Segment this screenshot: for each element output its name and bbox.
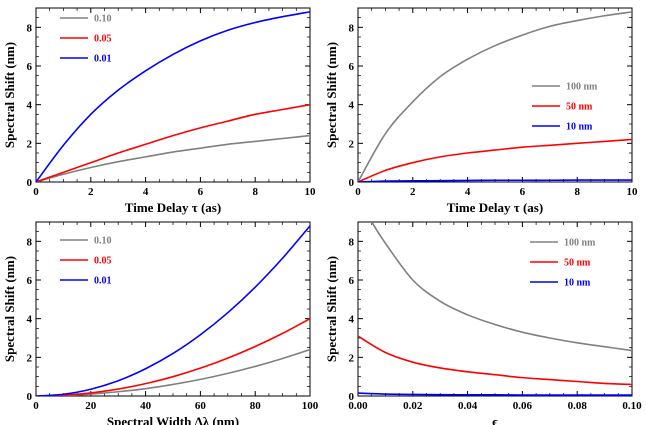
x-tick-label: 4	[465, 186, 471, 198]
legend-label: 0.10	[94, 14, 112, 25]
x-tick-label: 8	[252, 186, 258, 198]
legend-label: 50 nm	[564, 258, 591, 269]
y-tick-label: 6	[349, 275, 355, 287]
series-line	[358, 335, 632, 386]
x-tick-label: 60	[195, 400, 207, 412]
x-tick-label: 0.06	[513, 400, 533, 412]
legend-label: 0.10	[94, 236, 112, 247]
x-axis-label: Time Delay τ (as)	[125, 200, 221, 215]
legend: 100 nm 50 nm 10 nm	[530, 238, 596, 289]
x-tick-label: 20	[85, 400, 97, 412]
y-tick-label: 2	[349, 352, 355, 364]
y-tick-label: 2	[27, 352, 33, 364]
legend-label: 10 nm	[564, 278, 591, 289]
series-line	[358, 11, 632, 182]
legend: 100 nm 50 nm 10 nm	[532, 82, 598, 133]
series-line	[358, 392, 632, 396]
series-line	[36, 103, 310, 182]
y-axis-label: Spectral Shift (nm)	[324, 256, 339, 362]
y-tick-label: 4	[349, 314, 355, 326]
x-tick-label: 0.00	[348, 400, 368, 412]
x-tick-label: 0.04	[458, 400, 478, 412]
series-line	[36, 348, 310, 396]
plot-frame	[35, 7, 311, 183]
y-tick-label: 4	[27, 314, 33, 326]
x-tick-label: 0.02	[403, 400, 423, 412]
x-tick-label: 10	[627, 186, 639, 198]
series-line	[36, 134, 310, 182]
y-tick-label: 8	[27, 236, 33, 248]
x-tick-label: 10	[305, 186, 317, 198]
series-group	[36, 11, 310, 182]
x-tick-label: 8	[574, 186, 580, 198]
y-axis-label: Spectral Shift (nm)	[2, 256, 17, 362]
series-line	[36, 225, 310, 396]
y-tick-label: 6	[27, 275, 33, 287]
series-line	[358, 179, 632, 182]
x-tick-label: 100	[302, 400, 319, 412]
chart-panel-2: 0 2 4 6 8 10 0 2 4 6 8 Time Delay τ (as) Spectral Sh…	[324, 7, 639, 215]
series-line	[358, 138, 632, 182]
legend-label: 100 nm	[566, 82, 598, 93]
y-tick-label: 6	[349, 61, 355, 73]
x-axis-label: Time Delay τ (as)	[447, 200, 543, 215]
y-tick-label: 8	[349, 236, 355, 248]
plot-frame	[357, 7, 633, 183]
legend-label: 50 nm	[566, 102, 593, 113]
x-tick-label: 0.08	[568, 400, 588, 412]
y-tick-label: 0	[27, 177, 33, 189]
y-tick-label: 0	[349, 391, 355, 403]
legend-label: 0.05	[94, 256, 112, 267]
chart-panel-1: 0 2 4 6 8 10 0 2 4 6 8 Time Delay τ (as) Spectral Sh…	[2, 7, 317, 215]
x-axis-label: ϵ	[492, 414, 498, 425]
x-tick-label: 4	[143, 186, 149, 198]
x-tick-label: 0	[33, 400, 39, 412]
y-axis-label: Spectral Shift (nm)	[324, 42, 339, 148]
y-tick-label: 2	[27, 138, 33, 150]
series-group	[358, 11, 632, 182]
x-tick-label: 6	[520, 186, 526, 198]
x-axis-label: Spectral Width Δλ (nm)	[107, 414, 239, 425]
y-tick-label: 8	[349, 22, 355, 34]
chart-panel-3: 0 20 40 60 80 100 0 2 4 6 8 Spectral Width Δλ (nm) S…	[2, 221, 319, 425]
x-tick-label: 0	[355, 186, 361, 198]
plot-frame	[35, 221, 311, 397]
legend: 0.10 0.05 0.01	[60, 236, 112, 287]
x-tick-label: 6	[198, 186, 204, 198]
y-tick-label: 2	[349, 138, 355, 150]
y-tick-label: 4	[349, 100, 355, 112]
legend-label: 0.01	[94, 276, 112, 287]
legend-label: 100 nm	[564, 238, 596, 249]
y-tick-label: 4	[27, 100, 33, 112]
series-line	[36, 317, 310, 396]
series-line	[36, 11, 310, 182]
y-tick-label: 0	[27, 391, 33, 403]
x-tick-label: 0	[33, 186, 39, 198]
legend: 0.10 0.05 0.01	[60, 14, 112, 65]
x-tick-label: 80	[250, 400, 262, 412]
series-group	[36, 225, 310, 396]
y-axis-label: Spectral Shift (nm)	[2, 42, 17, 148]
chart-panel-4: 0.00 0.02 0.04 0.06 0.08 0.10 0 2 4 6 8 ϵ Spectral S…	[324, 221, 642, 425]
y-tick-label: 6	[27, 61, 33, 73]
legend-label: 0.05	[94, 34, 112, 45]
legend-label: 0.01	[94, 54, 112, 65]
x-tick-label: 40	[140, 400, 152, 412]
x-tick-label: 0.10	[622, 400, 642, 412]
legend-label: 10 nm	[566, 122, 593, 133]
y-tick-label: 8	[27, 22, 33, 34]
x-tick-label: 2	[88, 186, 94, 198]
x-tick-label: 2	[410, 186, 416, 198]
series-line	[371, 222, 632, 352]
series-group	[358, 222, 632, 396]
y-tick-label: 0	[349, 177, 355, 189]
